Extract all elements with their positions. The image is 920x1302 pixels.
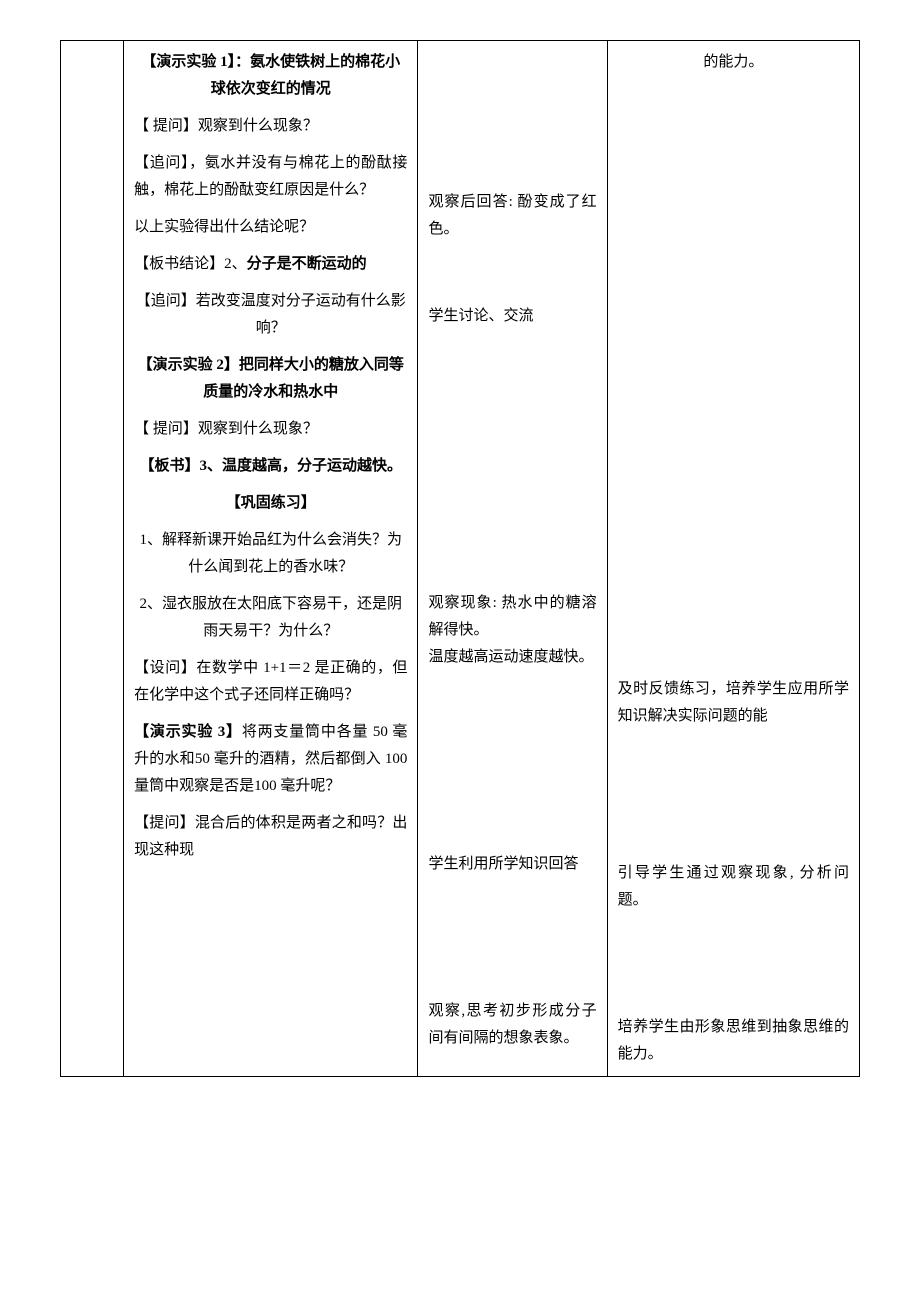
practice-item-1: 1、解释新课开始品红为什么会消失？为什么闻到花上的香水味？ [134, 527, 407, 581]
student-hot-water-2: 温度越高运动速度越快。 [428, 644, 596, 671]
student-observe-think: 观察,思考初步形成分子间有间隔的想象表象。 [428, 998, 596, 1052]
student-hot-water-1: 观察现象: 热水中的糖溶解得快。 [428, 590, 596, 644]
board-conclusion-3: 【板书】3、温度越高，分子运动越快。 [134, 453, 407, 480]
conclusion-question: 以上实验得出什么结论呢？ [134, 214, 407, 241]
intent-thinking: 培养学生由形象思维到抽象思维的能力。 [618, 1014, 849, 1068]
intent-feedback: 及时反馈练习，培养学生应用所学知识解决实际问题的能 [618, 676, 849, 730]
lesson-plan-table: 【演示实验 1】：氨水使铁树上的棉花小球依次变红的情况 【 提问】观察到什么现象… [60, 40, 860, 1077]
exp3-label: 【演示实验 3】 [134, 724, 242, 740]
design-intent-cell: 的能力。 及时反馈练习，培养学生应用所学知识解决实际问题的能 引导学生通过观察现… [607, 41, 859, 1077]
set-question: 【设问】在数学中 1+1＝2 是正确的，但在化学中这个式子还同样正确吗？ [134, 655, 407, 709]
empty-cell [61, 41, 124, 1077]
board-conclusion-2: 【板书结论】2、分子是不断运动的 [134, 251, 407, 278]
intent-top: 的能力。 [618, 49, 849, 76]
teacher-activity-cell: 【演示实验 1】：氨水使铁树上的棉花小球依次变红的情况 【 提问】观察到什么现象… [124, 41, 418, 1077]
board2-bold: 分子是不断运动的 [247, 256, 367, 272]
board3-bold: 温度越高，分子运动越快。 [222, 458, 402, 474]
practice-title: 【巩固练习】 [134, 490, 407, 517]
intent-guide: 引导学生通过观察现象, 分析问题。 [618, 860, 849, 914]
table-row: 【演示实验 1】：氨水使铁树上的棉花小球依次变红的情况 【 提问】观察到什么现象… [61, 41, 860, 1077]
question-3: 【提问】混合后的体积是两者之和吗？出现这种现 [134, 810, 407, 864]
experiment-2-title: 【演示实验 2】把同样大小的糖放入同等质量的冷水和热水中 [134, 352, 407, 406]
experiment-1-title: 【演示实验 1】：氨水使铁树上的棉花小球依次变红的情况 [134, 49, 407, 103]
student-discuss: 学生讨论、交流 [428, 303, 596, 330]
student-activity-cell: 观察后回答: 酚变成了红色。 学生讨论、交流 观察现象: 热水中的糖溶解得快。 … [418, 41, 607, 1077]
student-answer-1: 观察后回答: 酚变成了红色。 [428, 189, 596, 243]
student-use-knowledge: 学生利用所学知识回答 [428, 851, 596, 878]
question-2: 【 提问】观察到什么现象？ [134, 416, 407, 443]
board3-prefix: 【板书】3、 [139, 458, 222, 474]
board2-prefix: 【板书结论】2、 [134, 256, 247, 272]
question-1: 【 提问】观察到什么现象？ [134, 113, 407, 140]
followup-1: 【追问】，氨水并没有与棉花上的酚酞接触，棉花上的酚酞变红原因是什么？ [134, 150, 407, 204]
practice-item-2: 2、湿衣服放在太阳底下容易干，还是阴雨天易干？为什么？ [134, 591, 407, 645]
followup-2: 【追问】若改变温度对分子运动有什么影响？ [134, 288, 407, 342]
experiment-3-title: 【演示实验 3】将两支量筒中各量 50 毫升的水和50 毫升的酒精，然后都倒入 … [134, 719, 407, 800]
